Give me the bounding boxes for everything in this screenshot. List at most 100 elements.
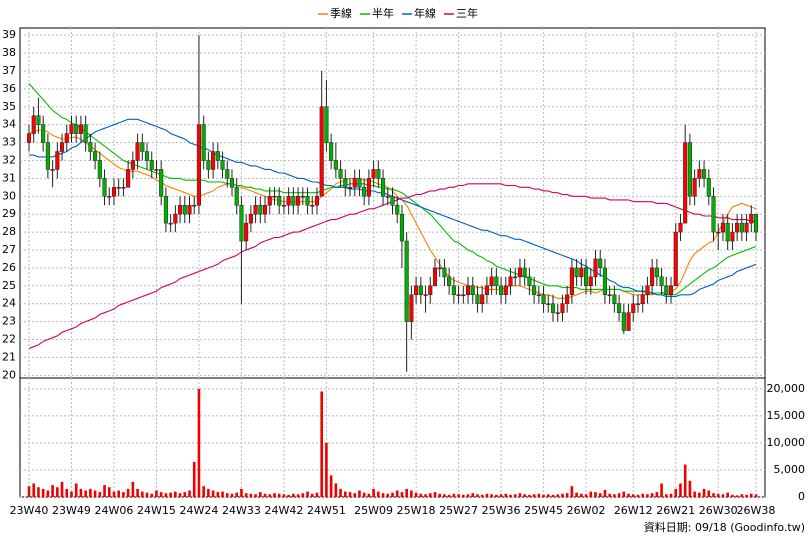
y-tick-label: 26 <box>2 261 16 274</box>
y-tick-label: 39 <box>2 28 16 41</box>
volume-bar <box>391 492 394 497</box>
candle-body <box>645 285 650 296</box>
y-tick-label: 20 <box>2 368 16 381</box>
legend-label: 半年 <box>372 6 394 20</box>
volume-bar <box>721 494 725 497</box>
candle-body <box>291 196 296 206</box>
volume-bar <box>546 494 550 497</box>
volume-bar <box>122 492 125 497</box>
candle-body <box>494 276 499 287</box>
volume-bar <box>447 494 451 497</box>
candle-body <box>159 169 164 197</box>
volume-bar <box>504 493 508 497</box>
volume-bar <box>400 492 404 497</box>
candle-body <box>607 294 612 297</box>
volume-bar <box>292 493 295 497</box>
x-tick-label: 23W49 <box>52 504 91 517</box>
volume-bar <box>79 488 83 497</box>
candle-body <box>470 285 475 296</box>
legend-label: 年線 <box>414 6 436 20</box>
volume-bar <box>660 483 663 497</box>
candle-body <box>654 267 659 278</box>
volume-bar <box>749 493 753 497</box>
volume-bar <box>235 492 239 497</box>
candle-body <box>522 267 527 278</box>
x-tick-label: 25W18 <box>397 504 436 517</box>
volume-bar <box>532 494 536 497</box>
volume-bar <box>353 493 357 497</box>
volume-bar <box>452 493 456 497</box>
candle-body <box>31 115 36 134</box>
y-tick-label: 36 <box>2 82 16 95</box>
candle-body <box>517 267 523 278</box>
candle-body <box>248 213 253 224</box>
volume-bar <box>622 491 626 497</box>
y-tick-label: 34 <box>2 118 16 131</box>
candle-body <box>310 204 315 207</box>
candle-body <box>550 303 556 313</box>
candle-body <box>456 294 461 297</box>
volume-bar <box>438 493 442 497</box>
candle-body <box>730 231 735 242</box>
volume-bar <box>428 493 432 497</box>
volume-bar <box>561 493 564 497</box>
candle-body <box>461 294 466 297</box>
volume-bar <box>103 485 106 497</box>
candle-body <box>201 124 206 161</box>
volume-bar <box>589 491 593 497</box>
x-tick-label: 26W30 <box>699 504 738 517</box>
candle-body <box>333 160 338 170</box>
volume-bar <box>249 493 253 497</box>
candle-body <box>305 196 310 206</box>
candle-body <box>144 151 150 161</box>
volume-bar <box>334 483 338 497</box>
volume-bar <box>433 492 437 497</box>
volume-bar <box>259 492 262 497</box>
candle-body <box>362 187 367 197</box>
volume-bar <box>731 494 734 497</box>
candle-body <box>664 285 669 296</box>
candle-body <box>126 169 131 188</box>
volume-bar <box>683 464 687 497</box>
y-tick-label: 21 <box>2 350 16 363</box>
candle-body <box>352 178 357 188</box>
volume-bar <box>174 491 177 497</box>
candle-body <box>163 196 168 224</box>
candle-body <box>428 285 433 296</box>
candle-body <box>465 285 471 296</box>
candle-body <box>716 231 721 234</box>
volume-bar <box>268 494 272 497</box>
volume-bar <box>716 493 720 497</box>
candle-body <box>668 285 674 296</box>
volume-bar <box>60 481 64 497</box>
candle-body <box>612 294 617 304</box>
candle-body <box>706 178 711 197</box>
volume-bar <box>221 491 224 497</box>
candle-body <box>503 285 508 296</box>
candle-body <box>26 133 32 143</box>
candle-body <box>324 106 329 143</box>
candle-body <box>154 169 159 171</box>
volume-bar <box>192 461 196 497</box>
candle-body <box>329 142 334 161</box>
candle-body <box>135 142 140 161</box>
x-tick-label: 25W36 <box>482 504 521 517</box>
y-tick-label: 37 <box>2 64 16 77</box>
volume-bar <box>414 492 418 497</box>
volume-bar <box>263 493 267 497</box>
candle-body <box>475 294 480 304</box>
volume-bar <box>575 492 578 497</box>
volume-bar <box>443 494 446 497</box>
volume-bar <box>178 493 182 497</box>
volume-bar <box>126 488 130 497</box>
volume-bar <box>32 483 36 497</box>
volume-bar <box>598 493 602 497</box>
candle-body <box>55 151 60 170</box>
volume-bar <box>735 495 739 497</box>
candle-body <box>64 133 69 143</box>
candle-body <box>88 142 93 152</box>
volume-tick-label: 10,000 <box>767 436 806 449</box>
candle-body <box>598 258 603 269</box>
volume-bar <box>140 491 144 497</box>
candle-body <box>409 294 414 322</box>
